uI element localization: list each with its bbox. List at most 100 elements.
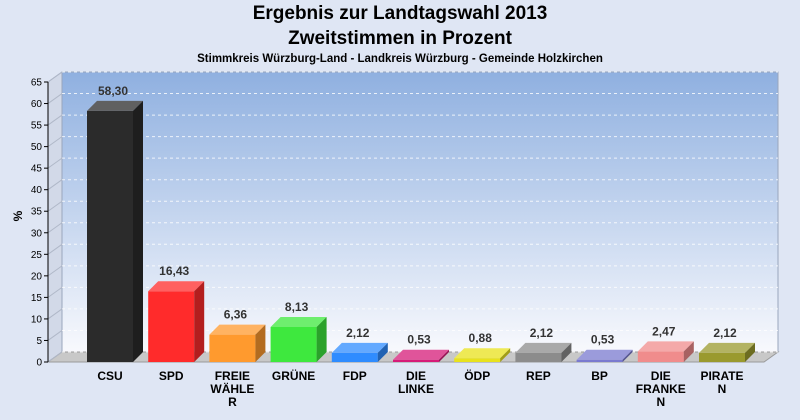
grid-line-side [47, 330, 63, 341]
x-tick-label: REP [526, 369, 551, 383]
bar-front [270, 326, 317, 362]
bar [148, 281, 205, 362]
bar [209, 324, 266, 362]
x-tick-label: FREIE [215, 369, 250, 383]
y-tick-label: 35 [31, 207, 43, 218]
grid-line-side [47, 265, 63, 277]
data-label: 16,43 [159, 264, 189, 278]
bar [515, 342, 572, 362]
grid-line-side [47, 179, 63, 191]
grid-line-side [47, 351, 63, 363]
y-axis-ticks: 0 5 10 15 20 25 30 35 40 45 50 55 60 65 [31, 78, 49, 369]
bar-front [454, 358, 501, 362]
bar [699, 342, 755, 362]
y-tick-label: 20 [31, 271, 43, 282]
bar-side [745, 342, 755, 362]
data-label: 2,47 [652, 324, 676, 338]
data-label: 8,13 [285, 300, 309, 314]
bar-front [637, 351, 684, 362]
bar-front [515, 352, 562, 362]
y-tick-label: 0 [36, 358, 42, 369]
bar-side [316, 316, 327, 362]
y-tick-label: 10 [31, 314, 43, 325]
grid-line-side [47, 71, 63, 83]
grid-line-side [47, 93, 63, 104]
bar-top [209, 324, 266, 335]
bar-side [622, 349, 633, 362]
y-tick-label: 65 [31, 78, 43, 89]
y-axis-label: % [11, 210, 25, 221]
bar-top [87, 100, 143, 111]
grid-line-side [47, 114, 63, 126]
bar [454, 348, 511, 362]
x-tick-label: FRANKE [636, 382, 686, 396]
bar-top [637, 341, 694, 352]
bar-top [148, 281, 205, 292]
data-label: 2,12 [346, 326, 370, 340]
data-label: 6,36 [224, 308, 248, 322]
grid-line-side [47, 136, 63, 148]
bar-top [454, 348, 511, 359]
bar [270, 316, 327, 362]
data-label: 0,88 [469, 331, 493, 345]
chart-title: Ergebnis zur Landtagswahl 2013 [252, 3, 548, 24]
y-tick-label: 60 [31, 99, 43, 110]
x-tick-label: WÄHLE [210, 381, 254, 396]
bar-side [194, 281, 205, 362]
data-label: 58,30 [98, 84, 128, 98]
data-label: 0,53 [591, 333, 615, 347]
x-tick-label: CSU [97, 369, 122, 383]
grid-line-side [47, 157, 63, 169]
value-labels-group: 58,30 16,43 6,36 8,13 2,12 0,53 0,88 2,12 0,53 2,… [98, 84, 737, 347]
chart-title-line2: Zweitstimmen in Prozent [288, 28, 512, 49]
bar-top [393, 349, 449, 360]
x-tick-label: ÖDP [464, 368, 490, 383]
grid-line-side [47, 308, 63, 320]
x-tick-label: R [228, 395, 237, 409]
bar-top [331, 342, 388, 353]
bar-side [500, 348, 511, 362]
y-tick-label: 50 [31, 142, 43, 153]
bar-front [576, 359, 623, 362]
bar-side [561, 342, 572, 362]
y-tick-label: 55 [31, 121, 43, 132]
bar [87, 100, 143, 362]
x-tick-label: PIRATE [700, 369, 743, 383]
y-tick-label: 45 [31, 164, 43, 175]
bar [393, 349, 449, 362]
bar-side [439, 349, 449, 362]
y-tick-label: 30 [31, 228, 43, 239]
data-label: 2,12 [713, 326, 737, 340]
chart-subtitle: Stimmkreis Würzburg-Land - Landkreis Wür… [197, 53, 603, 65]
grid-line-side [47, 200, 63, 212]
y-tick-label: 15 [31, 293, 43, 304]
bar [637, 341, 694, 362]
y-tick-label: 40 [31, 185, 43, 196]
data-label: 2,12 [530, 326, 554, 340]
bar-side [133, 100, 143, 362]
x-tick-label: N [718, 382, 727, 396]
grid-line-side [47, 222, 63, 234]
x-tick-label: SPD [159, 369, 184, 383]
x-tick-label: GRÜNE [272, 368, 315, 383]
bar-top [515, 342, 572, 353]
x-tick-label: BP [591, 369, 608, 383]
y-tick-label: 5 [36, 336, 42, 347]
bar-top [699, 342, 755, 353]
plot-left-wall [47, 71, 63, 363]
x-tick-label: FDP [343, 369, 367, 383]
bar-front [87, 110, 133, 362]
bar-top [270, 316, 327, 327]
bar-front [209, 334, 256, 362]
data-label: 0,53 [407, 333, 431, 347]
x-tick-label: LINKE [398, 382, 434, 396]
bar-side [255, 324, 266, 362]
bar-front [393, 359, 439, 362]
bar-front [699, 352, 745, 362]
x-tick-label: DIE [406, 369, 426, 383]
bar-top [576, 349, 633, 360]
bars-group [87, 100, 755, 362]
